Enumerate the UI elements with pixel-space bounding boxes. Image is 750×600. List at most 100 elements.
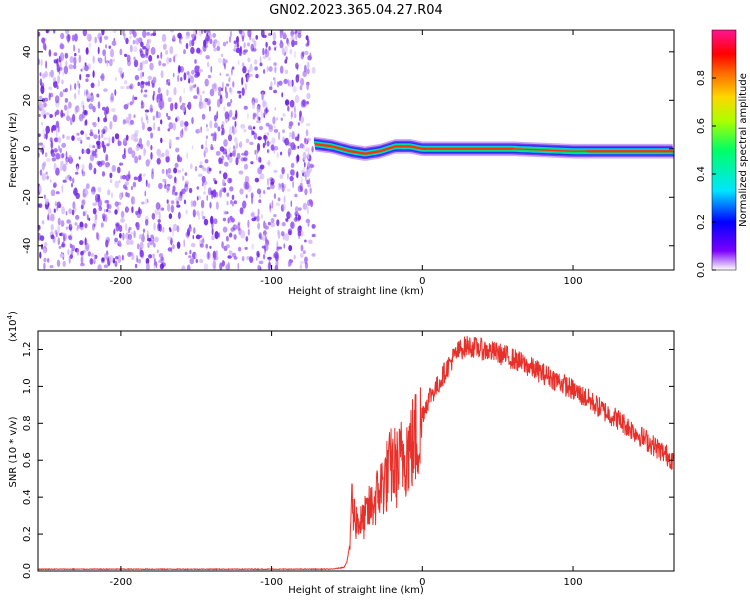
noise-speckle [237,246,242,252]
noise-speckle [124,181,129,186]
snr-panel: -200 -100 0 100 0.0 0.2 0.4 0.6 0.8 1.0 1.2 Height… [6,311,675,596]
noise-speckle [288,230,292,235]
noise-speckle [114,209,118,215]
noise-speckle [88,42,92,48]
noise-speckle [249,141,254,146]
noise-speckle [241,152,246,156]
noise-speckle [201,210,204,217]
noise-speckle [139,137,142,145]
noise-speckle [277,230,281,239]
noise-speckle [157,87,161,94]
noise-speckle [115,256,119,260]
noise-speckle [119,48,123,56]
noise-speckle [306,68,310,75]
noise-speckle [212,189,217,198]
noise-speckle [279,174,284,179]
noise-speckle [237,262,240,270]
noise-speckle [297,214,302,221]
noise-speckle [42,73,46,79]
noise-speckle [185,42,189,50]
noise-speckle [139,143,144,150]
noise-speckle [98,129,100,135]
noise-speckle [259,56,262,64]
noise-speckle [268,46,271,51]
noise-speckle [140,41,144,47]
snr-x-label: Height of straight line (km) [288,585,424,596]
noise-speckle [195,259,198,263]
noise-speckle [154,236,159,243]
noise-speckle [219,170,222,174]
noise-speckle [231,67,233,76]
noise-speckle [47,202,50,206]
y-tick-label: 0.8 [22,415,33,431]
noise-speckle [59,164,63,172]
noise-speckle [297,122,300,126]
noise-speckle [212,136,215,142]
noise-speckle [84,89,86,97]
noise-speckle [263,254,266,260]
noise-speckle [162,178,167,183]
snr-y-label: SNR (10 * v/v) [8,416,19,487]
noise-speckle [48,218,51,221]
noise-speckle [245,236,249,242]
noise-speckle [92,145,96,149]
noise-speckle [268,86,273,91]
noise-speckle [88,144,93,149]
noise-speckle [267,256,272,260]
noise-speckle [243,163,249,170]
noise-speckle [203,218,209,226]
noise-speckle [85,49,89,55]
noise-speckle [257,208,260,216]
noise-speckle [205,139,207,148]
noise-speckle [191,117,194,125]
noise-speckle [266,132,270,136]
noise-speckle [276,219,280,227]
noise-speckle [160,70,164,79]
noise-speckle [254,98,259,104]
noise-speckle [82,30,87,37]
noise-speckle [311,146,314,153]
noise-speckle [304,174,307,182]
noise-speckle [273,146,279,151]
noise-speckle [65,88,68,93]
noise-speckle [281,222,286,227]
noise-speckle [58,67,61,75]
noise-speckle [55,232,58,238]
noise-speckle [167,97,172,103]
x-tick-label: 100 [563,276,582,287]
noise-speckle [39,95,43,100]
noise-speckle [209,105,211,112]
noise-speckle [145,159,150,167]
noise-speckle [261,92,264,101]
noise-speckle [217,57,222,64]
x-tick-label: 100 [563,577,582,588]
noise-speckle [57,237,60,246]
noise-speckle [268,32,272,37]
colorbar-tick-label: 0.6 [696,118,707,134]
noise-speckle [263,220,266,229]
noise-speckle [53,208,56,213]
noise-speckle [225,244,230,249]
noise-speckle [136,243,140,250]
noise-speckle [195,234,201,240]
noise-speckle [247,112,249,120]
noise-speckle [160,100,165,109]
noise-speckle [119,162,123,166]
noise-speckle [139,62,143,71]
noise-speckle [293,254,296,260]
noise-speckle [278,80,283,86]
noise-speckle [233,44,237,51]
noise-speckle [104,162,110,169]
noise-speckle [268,66,273,72]
noise-speckle [41,37,46,44]
noise-speckle [139,49,144,57]
noise-speckle [194,73,199,78]
noise-speckle [146,262,150,270]
noise-speckle [97,101,101,109]
noise-speckle [80,255,84,264]
noise-speckle [257,222,261,230]
noise-speckle [94,213,98,221]
noise-speckle [67,106,69,109]
